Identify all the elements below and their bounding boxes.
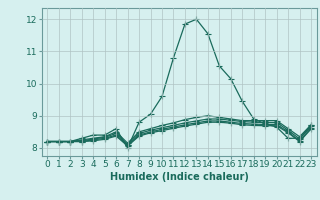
- X-axis label: Humidex (Indice chaleur): Humidex (Indice chaleur): [110, 172, 249, 182]
